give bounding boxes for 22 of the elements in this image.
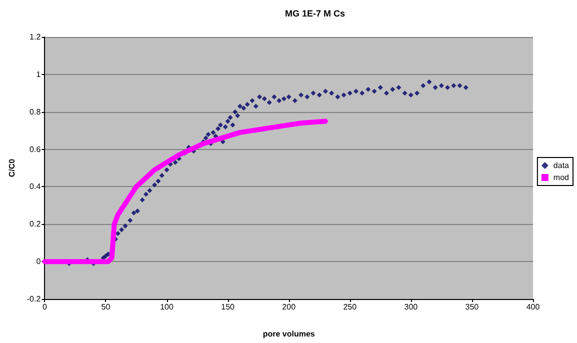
legend-label: mod [553,173,569,182]
y-tick-label: -0.2 [26,294,42,304]
x-tick-label: 150 [221,302,236,312]
legend-label: data [553,161,570,170]
x-tick-label: 100 [160,302,174,312]
y-tick-label: 0.2 [30,220,42,229]
chart-title: MG 1E-7 M Cs [284,8,346,18]
y-tick-label: 0 [36,257,42,266]
y-tick-label: 0.4 [30,182,42,192]
x-tick-label: 400 [526,302,540,312]
y-tick-label: 1 [36,70,42,79]
x-tick-label: 50 [101,302,111,312]
y-tick-label: 0.6 [30,144,42,154]
x-tick-label: 300 [404,302,418,312]
y-tick-label: 0.8 [30,107,42,116]
x-tick-label: 200 [282,302,296,312]
x-tick-label: 350 [465,302,480,312]
y-axis-title: C/C0 [8,158,16,178]
x-axis-title: pore volumes [262,330,316,338]
y-tick-label: 1.2 [30,32,42,42]
x-tick-label: 250 [343,302,358,312]
x-tick-label: 0 [42,302,48,312]
